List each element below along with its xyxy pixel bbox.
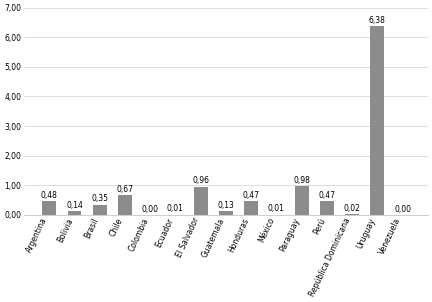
Text: 6,38: 6,38	[369, 16, 386, 25]
Bar	[370, 26, 384, 215]
Text: 0,48: 0,48	[41, 191, 58, 200]
Text: 0,96: 0,96	[192, 176, 209, 185]
Text: 0,47: 0,47	[243, 191, 260, 200]
Text: 0,98: 0,98	[293, 176, 310, 185]
Text: 0,01: 0,01	[167, 204, 184, 214]
Bar	[194, 187, 208, 215]
Text: 0,00: 0,00	[142, 205, 159, 214]
Text: 0,13: 0,13	[217, 201, 234, 210]
Bar	[244, 201, 258, 215]
Text: 0,47: 0,47	[318, 191, 335, 200]
Text: 0,01: 0,01	[268, 204, 285, 214]
Bar	[93, 204, 107, 215]
Bar	[345, 214, 359, 215]
Text: 0,00: 0,00	[394, 205, 411, 214]
Bar	[118, 195, 132, 215]
Text: 0,67: 0,67	[117, 185, 133, 194]
Bar	[295, 186, 308, 215]
Bar	[219, 211, 233, 215]
Text: 0,35: 0,35	[91, 194, 108, 203]
Bar	[320, 201, 334, 215]
Bar	[42, 201, 56, 215]
Text: 0,02: 0,02	[343, 204, 360, 213]
Text: 0,14: 0,14	[66, 201, 83, 210]
Bar	[67, 211, 81, 215]
